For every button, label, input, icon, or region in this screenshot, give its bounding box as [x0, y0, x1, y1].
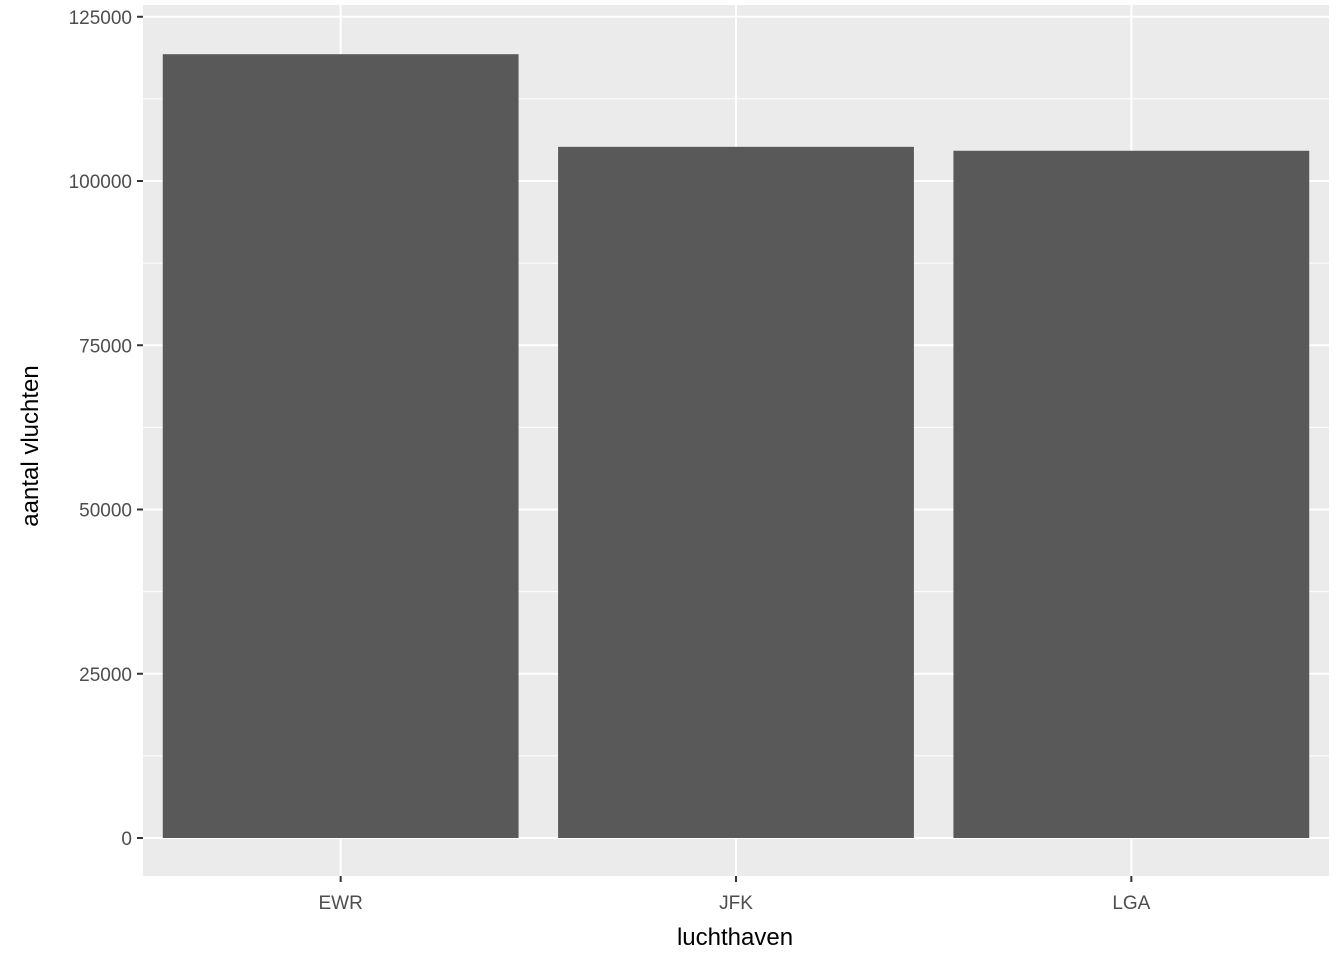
y-tick-label: 100000	[69, 172, 132, 193]
bar-lga	[953, 150, 1310, 838]
y-tick-label: 75000	[79, 336, 132, 357]
x-tick-label: LGA	[1112, 893, 1150, 914]
x-tick-label: EWR	[319, 893, 363, 914]
x-axis-label: luchthaven	[677, 924, 793, 951]
bars	[162, 54, 1310, 839]
bar-ewr	[162, 54, 519, 839]
y-axis: 0 25000 50000 75000 100000 125000	[69, 8, 143, 850]
y-tick-label: 25000	[79, 665, 132, 686]
x-tick-label: JFK	[719, 893, 753, 914]
y-tick-label: 0	[121, 829, 132, 850]
bar-jfk	[558, 146, 914, 838]
y-tick-label: 50000	[79, 501, 132, 522]
y-axis-label: aantal vluchten	[17, 365, 44, 526]
y-tick-label: 125000	[69, 8, 132, 29]
x-axis: EWR JFK LGA	[319, 876, 1151, 914]
